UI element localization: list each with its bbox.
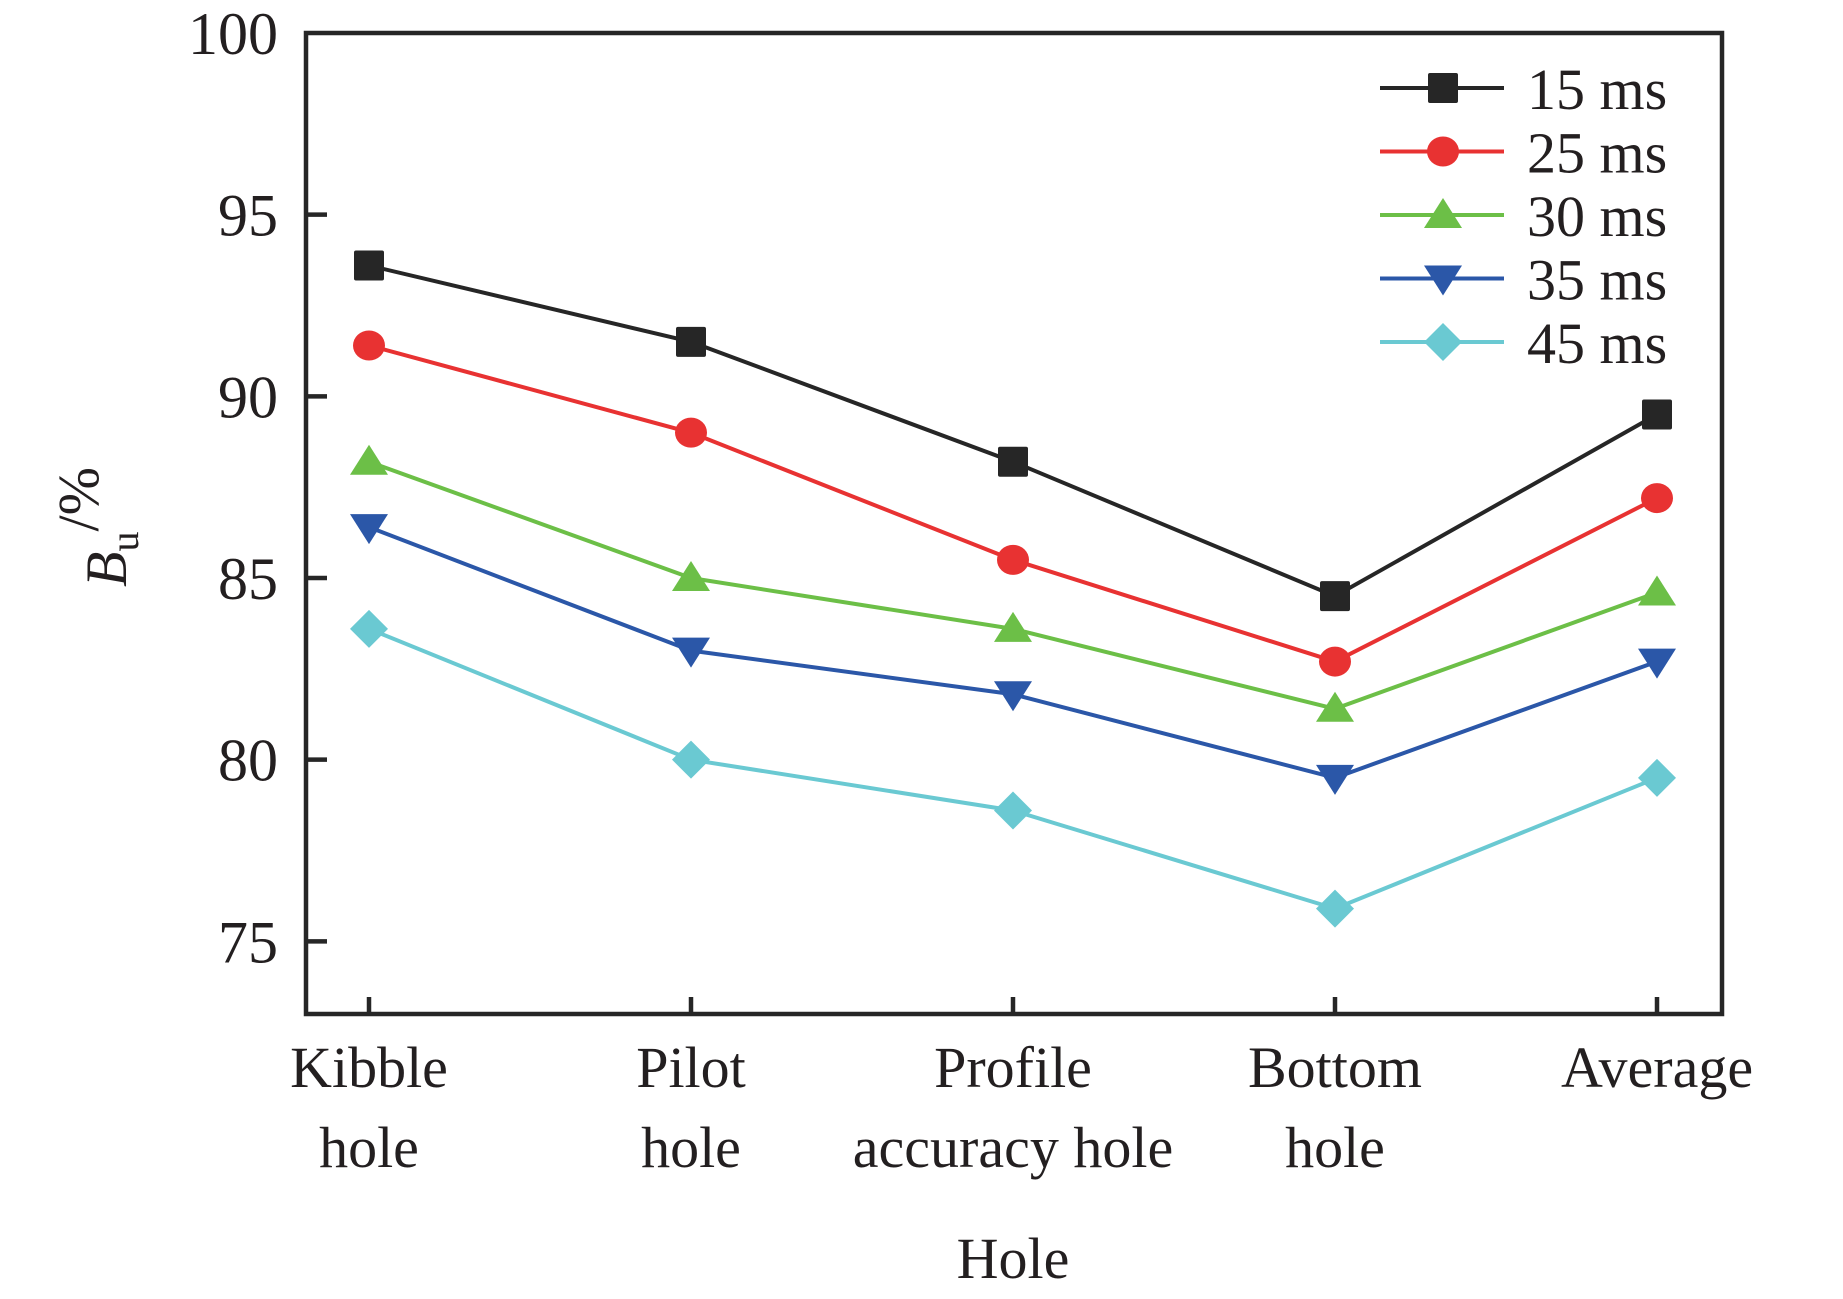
- data-point: [998, 446, 1028, 477]
- legend-label: 30 ms: [1527, 184, 1667, 249]
- y-tick-label: 100: [188, 1, 278, 67]
- data-point: [672, 637, 710, 668]
- legend-item-30-ms: 30 ms: [1380, 184, 1667, 249]
- legend-item-25-ms: 25 ms: [1380, 121, 1667, 186]
- data-point: [1316, 764, 1354, 795]
- x-tick-label-line: Pilot: [636, 1035, 746, 1100]
- data-point: [350, 514, 388, 545]
- x-tick-label: Bottom hole: [1248, 1035, 1422, 1180]
- data-point: [350, 444, 388, 475]
- data-point: [1316, 889, 1354, 928]
- series-line: [368, 627, 1658, 911]
- x-tick-label-line: Bottom: [1248, 1035, 1422, 1100]
- y-axis: 75 80 85 90 95 100: [188, 1, 327, 975]
- data-point: [350, 609, 388, 648]
- series-25-ms: [353, 330, 1673, 677]
- x-tick-label-line: hole: [1285, 1115, 1385, 1180]
- y-tick-label: 75: [218, 909, 278, 975]
- plot-frame: [303, 30, 1725, 1017]
- series-line: [368, 459, 1658, 711]
- legend-item-35-ms: 35 ms: [1380, 248, 1667, 313]
- legend-marker-diamond-icon: [1424, 323, 1462, 361]
- x-tick-label-line: Profile: [934, 1035, 1092, 1100]
- x-tick-label: Pilot hole: [636, 1035, 746, 1180]
- legend-item-15-ms: 15 ms: [1380, 57, 1667, 122]
- legend-marker-square-icon: [1428, 73, 1458, 103]
- x-tick-label-line: Kibble: [290, 1035, 448, 1100]
- y-tick-label: 85: [218, 546, 278, 612]
- data-point: [1638, 575, 1676, 606]
- data-point: [354, 250, 384, 281]
- x-tick-label-line: accuracy hole: [853, 1115, 1173, 1180]
- legend-label: 15 ms: [1527, 57, 1667, 122]
- legend-marker-circle-icon: [1427, 136, 1459, 167]
- x-tick-label: Profile accuracy hole: [853, 1035, 1173, 1180]
- x-tick-label: Average: [1561, 1035, 1753, 1100]
- legend-marker-triangle-up-icon: [1424, 198, 1462, 228]
- series-45-ms: [350, 609, 1676, 928]
- x-axis: Kibble hole Pilot hole Profile accuracy hole B…: [290, 997, 1753, 1180]
- data-point: [1316, 691, 1354, 722]
- series-35-ms: [350, 514, 1676, 795]
- x-axis-title: Hole: [957, 1226, 1070, 1291]
- y-tick-label: 95: [218, 183, 278, 249]
- data-point: [994, 611, 1032, 642]
- y-tick-label: 90: [218, 364, 278, 430]
- data-point: [994, 681, 1032, 712]
- data-point: [1641, 483, 1673, 514]
- data-point: [675, 417, 707, 448]
- x-tick-label-line: hole: [319, 1115, 419, 1180]
- data-point: [672, 740, 710, 779]
- data-point: [994, 791, 1032, 830]
- plot-area: [350, 250, 1676, 928]
- legend-marker-triangle-down-icon: [1424, 265, 1462, 296]
- data-point: [353, 330, 385, 361]
- y-tick-label: 80: [218, 728, 278, 794]
- legend-label: 35 ms: [1527, 248, 1667, 313]
- data-point: [672, 561, 710, 591]
- x-tick-label-line: hole: [641, 1115, 741, 1180]
- legend-item-45-ms: 45 ms: [1380, 311, 1667, 376]
- data-point: [1638, 758, 1676, 797]
- legend-label: 25 ms: [1527, 121, 1667, 186]
- x-tick-label-line: Average: [1561, 1035, 1753, 1100]
- x-tick-label: Kibble hole: [290, 1035, 448, 1180]
- data-point: [676, 326, 706, 357]
- y-axis-title-subscript: u: [102, 532, 147, 552]
- y-axis-title-suffix: /%: [46, 467, 111, 531]
- data-point: [997, 544, 1029, 575]
- data-point: [1638, 648, 1676, 679]
- legend-label: 45 ms: [1527, 311, 1667, 376]
- y-axis-title: Bu/%: [46, 467, 147, 587]
- data-point: [1320, 581, 1350, 612]
- series-15-ms: [354, 250, 1672, 612]
- series-30-ms: [350, 444, 1676, 722]
- data-point: [1319, 646, 1351, 677]
- y-axis-title-main: B: [74, 552, 139, 587]
- data-point: [1642, 399, 1672, 430]
